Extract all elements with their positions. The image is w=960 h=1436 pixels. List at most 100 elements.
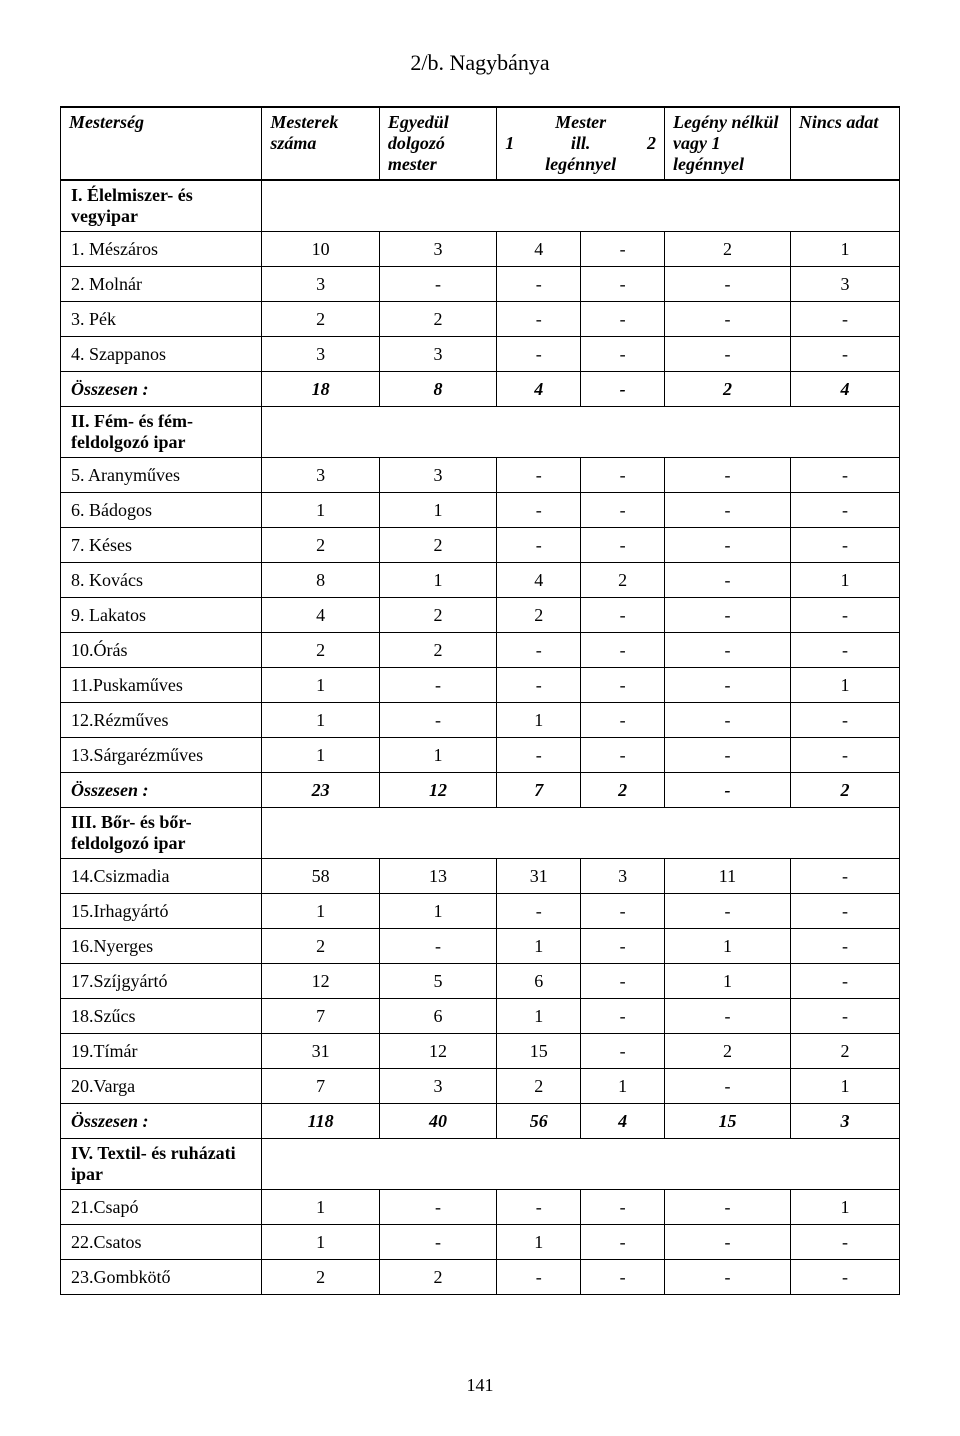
summary-label: Összesen : [61,773,262,808]
cell-value: - [665,703,791,738]
section-label: III. Bőr- és bőr-feldolgozó ipar [61,808,262,859]
cell-value: - [790,894,899,929]
cell-value: - [665,894,791,929]
cell-value: 2 [790,1034,899,1069]
cell-value: - [497,302,581,337]
table-row: 6. Bádogos11---- [61,493,900,528]
table-row: II. Fém- és fém-feldolgozó ipar [61,407,900,458]
cell-value: 11 [665,859,791,894]
cell-value: 56 [497,1104,581,1139]
cell-value: - [665,1225,791,1260]
cell-value: 2 [665,1034,791,1069]
table-row: 10.Órás22---- [61,633,900,668]
cell-value: 2 [497,598,581,633]
cell-value: - [497,528,581,563]
cell-value: - [581,528,665,563]
cell-value: - [665,1069,791,1104]
cell-value: 3 [581,859,665,894]
cell-value: 118 [262,1104,379,1139]
cell-value: 31 [497,859,581,894]
table-row: Összesen :1884-24 [61,372,900,407]
row-label: 18.Szűcs [61,999,262,1034]
cell-value: 4 [262,598,379,633]
row-label: 5. Aranyműves [61,458,262,493]
cell-value: - [665,668,791,703]
cell-value: 40 [379,1104,496,1139]
cell-value: 1 [790,1069,899,1104]
cell-value: 1 [497,703,581,738]
row-label: 8. Kovács [61,563,262,598]
cell-value: - [581,1190,665,1225]
cell-value: 1 [262,668,379,703]
row-label: 3. Pék [61,302,262,337]
cell-value: - [581,493,665,528]
cell-value: 2 [665,372,791,407]
cell-value: - [790,738,899,773]
cell-value: 1 [790,1190,899,1225]
table-row: 15.Irhagyártó11---- [61,894,900,929]
cell-value: - [581,337,665,372]
table-row: 7. Késes22---- [61,528,900,563]
cell-value: 3 [262,458,379,493]
cell-value: - [790,964,899,999]
table-row: 22.Csatos1-1--- [61,1225,900,1260]
section-empty [262,808,900,859]
cell-value: - [665,528,791,563]
summary-label: Összesen : [61,1104,262,1139]
row-label: 11.Puskaműves [61,668,262,703]
cell-value: 3 [262,337,379,372]
cell-value: - [790,302,899,337]
cell-value: 15 [497,1034,581,1069]
cell-value: - [790,493,899,528]
cell-value: 2 [379,302,496,337]
cell-value: - [379,1225,496,1260]
cell-value: 2 [262,929,379,964]
table-row: 16.Nyerges2-1-1- [61,929,900,964]
cell-value: 7 [497,773,581,808]
cell-value: - [497,668,581,703]
row-label: 12.Rézműves [61,703,262,738]
cell-value: - [497,894,581,929]
cell-value: - [665,1190,791,1225]
cell-value: 7 [262,999,379,1034]
cell-value: 31 [262,1034,379,1069]
table-row: IV. Textil- és ruházati ipar [61,1139,900,1190]
cell-value: - [665,302,791,337]
row-label: 6. Bádogos [61,493,262,528]
cell-value: - [665,493,791,528]
cell-value: 3 [379,232,496,267]
table-row: Összesen :11840564153 [61,1104,900,1139]
cell-value: 23 [262,773,379,808]
cell-value: 2 [581,563,665,598]
table-row: 9. Lakatos422--- [61,598,900,633]
cell-value: 4 [497,563,581,598]
cell-value: 2 [665,232,791,267]
cell-value: - [581,929,665,964]
table-row: III. Bőr- és bőr-feldolgozó ipar [61,808,900,859]
cell-value: - [581,267,665,302]
cell-value: 8 [379,372,496,407]
cell-value: - [581,999,665,1034]
cell-value: - [581,1260,665,1295]
table-row: 20.Varga7321-1 [61,1069,900,1104]
cell-value: 3 [379,337,496,372]
cell-value: - [790,1260,899,1295]
cell-value: - [581,738,665,773]
cell-value: 1 [497,1225,581,1260]
row-label: 15.Irhagyártó [61,894,262,929]
section-label: I. Élelmiszer- és vegyipar [61,180,262,232]
header-nincs-adat: Nincs adat [790,107,899,180]
cell-value: - [581,633,665,668]
cell-value: 1 [262,493,379,528]
cell-value: 12 [262,964,379,999]
cell-value: 2 [262,633,379,668]
row-label: 4. Szappanos [61,337,262,372]
cell-value: - [665,458,791,493]
row-label: 21.Csapó [61,1190,262,1225]
cell-value: 4 [497,372,581,407]
cell-value: - [790,458,899,493]
header-mester-legennyel: Mester 1 ill. 2 legénnyel [497,107,665,180]
cell-value: 15 [665,1104,791,1139]
row-label: 16.Nyerges [61,929,262,964]
cell-value: 1 [262,894,379,929]
